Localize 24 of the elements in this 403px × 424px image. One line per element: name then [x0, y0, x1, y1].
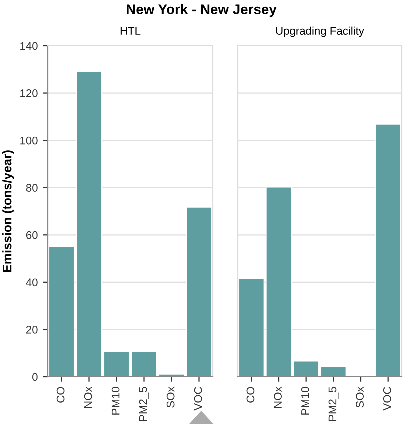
- y-tick-label: 120: [20, 90, 38, 98]
- x-tick-label: PM2_5: [139, 387, 150, 422]
- x-tick-label: PM10: [301, 387, 310, 415]
- y-tick-label: 40: [26, 278, 38, 287]
- x-tick-label: PM2_5: [328, 387, 339, 422]
- x-tick-label: SOx: [166, 386, 175, 408]
- x-tick-label: NOx: [274, 386, 282, 408]
- x-tick-label: VOC: [194, 387, 202, 411]
- x-tick-label: PM10: [112, 387, 120, 415]
- x-tick-label: SOx: [356, 386, 364, 408]
- y-tick-label: 100: [20, 136, 38, 145]
- y-tick-label: 20: [26, 326, 38, 334]
- y-tick-label: 0: [32, 373, 38, 382]
- y-tick-label: 140: [20, 42, 38, 50]
- chart-subtitle: Upgrading Facility: [276, 26, 364, 38]
- x-tick-label: VOC: [383, 387, 392, 411]
- chart-title: New York - New Jersey: [127, 4, 277, 18]
- x-tick-label: NOx: [84, 386, 92, 408]
- y-axis-title: Emission (tons/year): [2, 150, 14, 272]
- x-tick-label: CO: [246, 387, 255, 403]
- y-tick-label: 60: [26, 231, 38, 240]
- x-tick-label: CO: [56, 387, 65, 403]
- chart-subtitle: HTL: [120, 27, 141, 35]
- y-tick-label: 80: [26, 184, 38, 192]
